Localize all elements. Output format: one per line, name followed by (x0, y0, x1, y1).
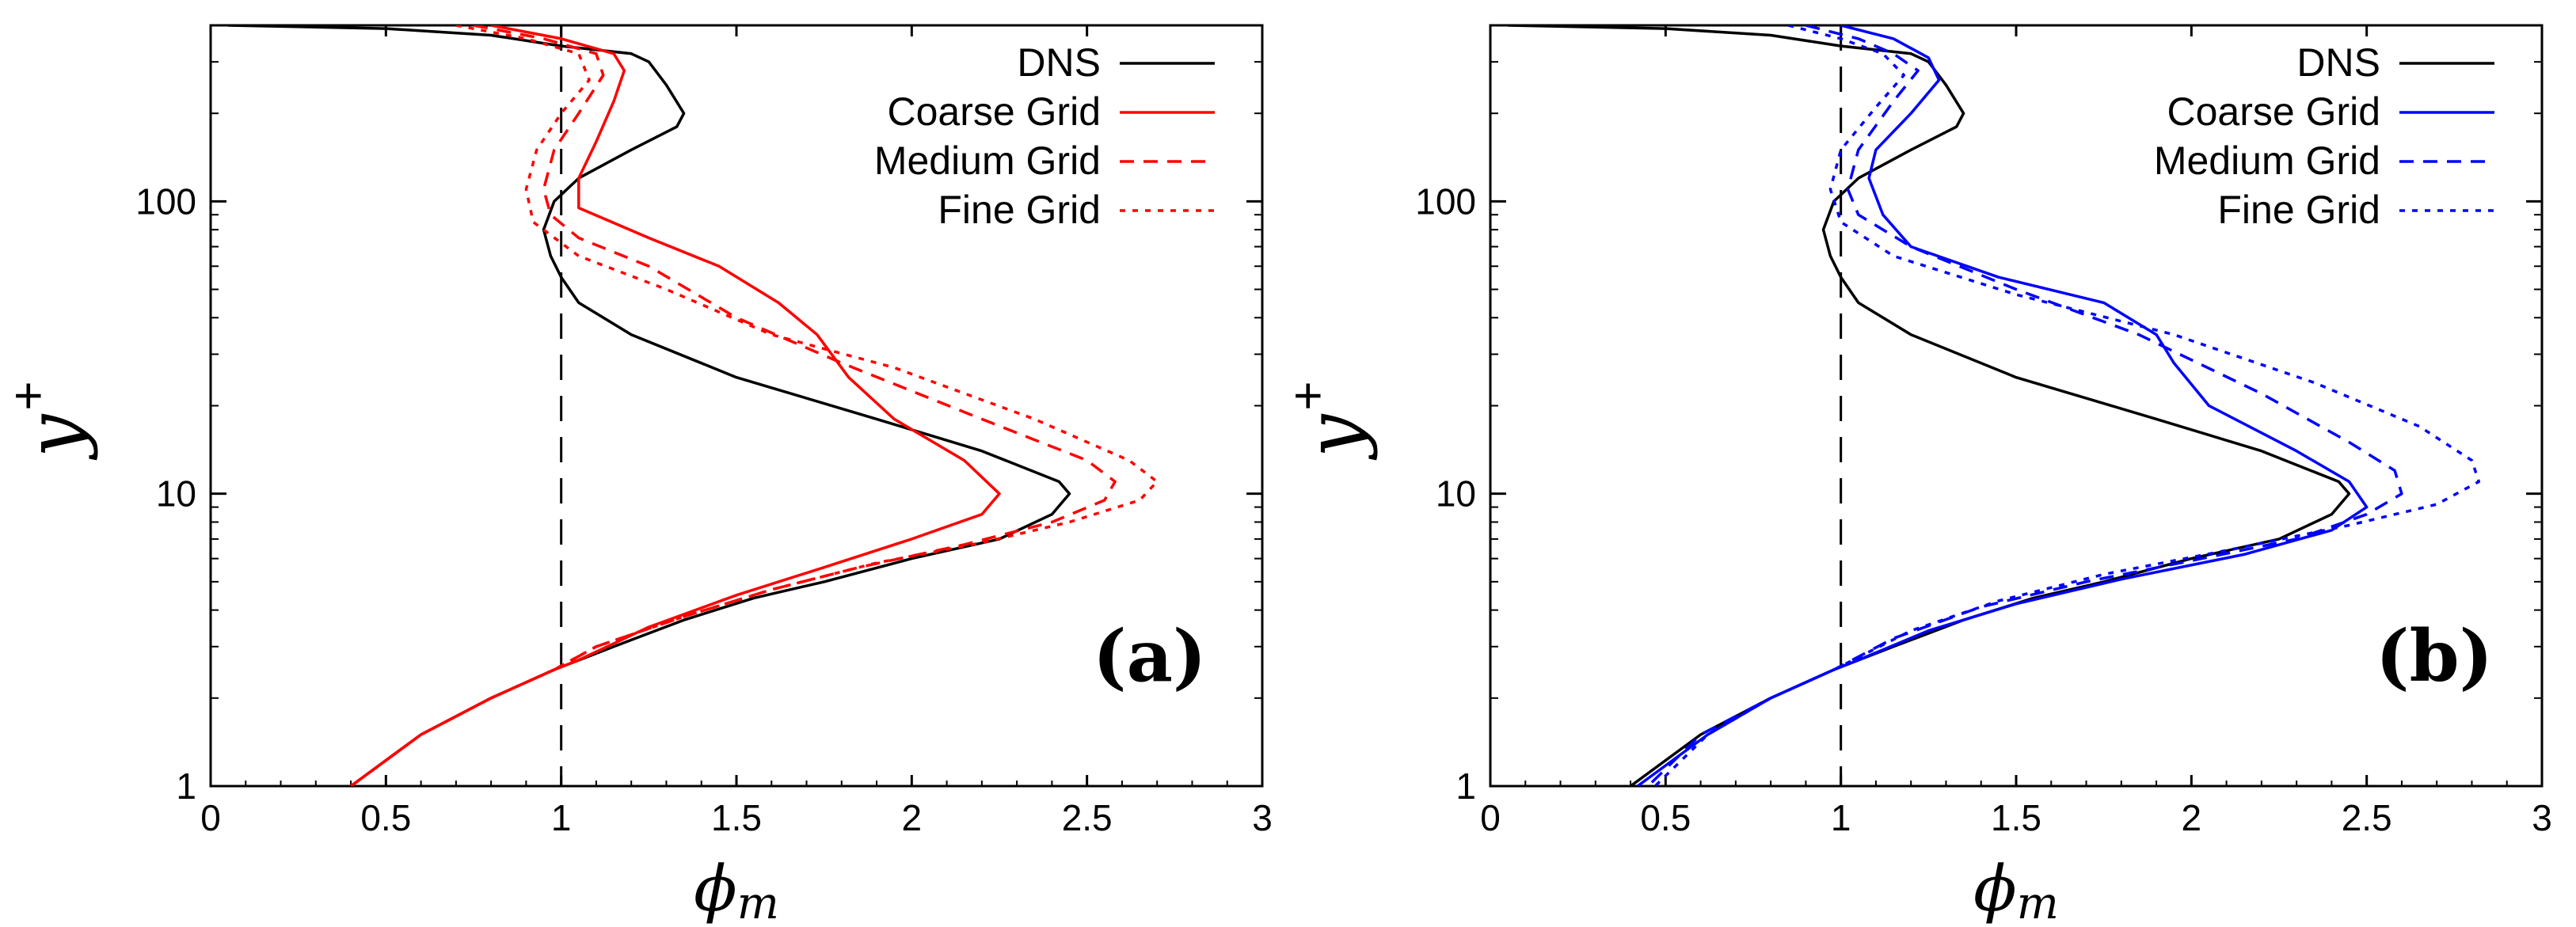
panel-b-legend-label: Coarse Grid (2167, 89, 2380, 134)
panel-b-xtick-label: 2 (2182, 797, 2202, 838)
panel-a-xtick-label: 1 (551, 797, 572, 838)
panel-a-xtick-label: 2 (902, 797, 923, 838)
panel-a-legend-label: Medium Grid (874, 139, 1101, 183)
panel-b-xtick-label: 3 (2532, 797, 2552, 838)
panel-a-tag: (a) (1093, 614, 1206, 698)
panel-b-series-coarse-grid (1636, 25, 2369, 786)
panel-a-xlabel: ϕm (694, 852, 779, 927)
panel-a-legend-label: Fine Grid (938, 188, 1101, 232)
panel-b-ylabel: y+ (1279, 382, 1379, 461)
panel-b-legend-label: Medium Grid (2154, 139, 2380, 183)
panel-a-series-fine-grid (350, 25, 1159, 786)
panel-b-series-medium-grid (1646, 25, 2403, 786)
panel-b-xtick-label: 2.5 (2342, 797, 2392, 838)
panel-b-ytick-label: 100 (1415, 180, 1476, 222)
panel-b-xtick-label: 1.5 (1991, 797, 2041, 838)
panel-b-ytick-label: 10 (1436, 473, 1476, 515)
panel-a-ytick-label: 100 (135, 180, 196, 222)
panel-a-ytick-label: 10 (156, 473, 196, 515)
panel-b-legend-label: Fine Grid (2217, 188, 2380, 232)
panel-b-xtick-label: 0 (1480, 797, 1501, 838)
panel-b-legend-label: DNS (2296, 40, 2380, 85)
panel-a-series-coarse-grid (350, 25, 1001, 786)
panel-b-tag: (b) (2376, 614, 2493, 698)
panel-a-legend-label: Coarse Grid (887, 89, 1101, 134)
panel-b-xlabel: ϕm (1973, 852, 2059, 927)
panel-a-ylabel: y+ (0, 382, 99, 461)
panel-a-series-medium-grid (350, 25, 1117, 786)
panel-a-ytick-label: 1 (176, 766, 196, 807)
panel-a-xtick-label: 3 (1252, 797, 1273, 838)
panel-a-xtick-label: 0.5 (360, 797, 411, 838)
panel-a-series-dns (228, 25, 1071, 786)
panel-a-xtick-label: 2.5 (1062, 797, 1113, 838)
panel-a-legend-label: DNS (1017, 40, 1101, 85)
panel-a-xtick-label: 0 (200, 797, 221, 838)
panel-b-xtick-label: 1 (1831, 797, 1851, 838)
panel-b-ytick-label: 1 (1455, 766, 1476, 807)
panel-b-xtick-label: 0.5 (1640, 797, 1691, 838)
panel-a-xtick-label: 1.5 (711, 797, 762, 838)
